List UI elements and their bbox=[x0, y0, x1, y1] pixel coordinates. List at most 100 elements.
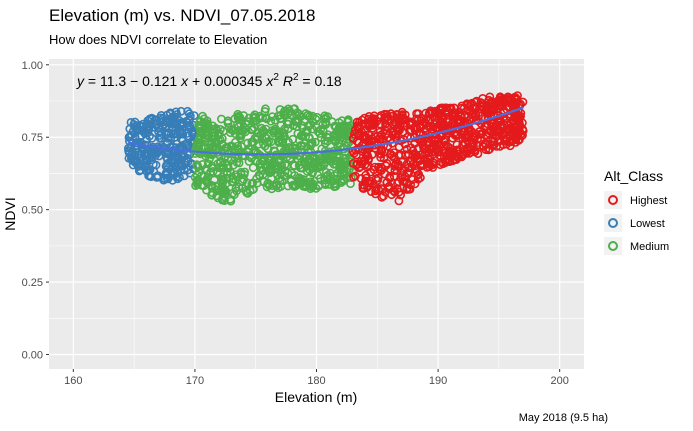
data-point bbox=[230, 144, 240, 154]
eq-coef-x: 0.121 bbox=[142, 73, 177, 89]
data-point bbox=[163, 128, 173, 137]
data-point bbox=[518, 97, 528, 107]
data-point bbox=[352, 150, 361, 160]
data-point bbox=[294, 151, 304, 161]
data-point bbox=[188, 129, 197, 139]
data-point bbox=[436, 151, 445, 161]
data-point bbox=[394, 150, 403, 160]
data-point bbox=[476, 135, 486, 145]
data-point bbox=[287, 168, 297, 178]
eq-coef-x2: 0.000345 bbox=[204, 73, 263, 89]
data-point bbox=[313, 149, 323, 159]
data-point bbox=[398, 127, 408, 137]
data-point bbox=[357, 127, 366, 137]
data-point bbox=[480, 121, 490, 131]
data-point bbox=[376, 162, 386, 172]
data-point bbox=[362, 148, 371, 158]
legend-title: Alt_Class bbox=[604, 168, 663, 184]
data-point bbox=[288, 134, 298, 144]
data-point bbox=[159, 175, 169, 185]
x-tick-label: 190 bbox=[429, 375, 447, 387]
data-point bbox=[368, 123, 378, 133]
data-point bbox=[415, 123, 425, 133]
data-point bbox=[183, 118, 193, 128]
data-point bbox=[507, 107, 517, 116]
data-point bbox=[259, 177, 269, 187]
data-point bbox=[420, 117, 430, 127]
data-point bbox=[361, 119, 370, 128]
y-axis-title: NDVI bbox=[2, 197, 18, 230]
data-point bbox=[223, 118, 233, 128]
data-point bbox=[192, 138, 202, 148]
data-point bbox=[258, 128, 268, 138]
data-point bbox=[452, 140, 462, 150]
data-point bbox=[370, 119, 380, 129]
data-point bbox=[228, 142, 237, 151]
data-point bbox=[305, 139, 315, 149]
data-point bbox=[291, 181, 301, 190]
data-point bbox=[437, 105, 447, 115]
data-point bbox=[332, 168, 342, 178]
data-point bbox=[229, 174, 238, 184]
regression-curve bbox=[127, 106, 524, 156]
data-point bbox=[247, 179, 257, 189]
data-point bbox=[270, 124, 280, 134]
x-tick-label: 180 bbox=[307, 375, 325, 387]
data-point bbox=[262, 137, 272, 147]
data-point bbox=[293, 129, 303, 138]
data-point bbox=[170, 160, 180, 170]
data-point bbox=[283, 124, 293, 134]
data-point bbox=[336, 125, 346, 135]
data-point bbox=[141, 155, 151, 165]
data-point bbox=[276, 182, 286, 191]
data-point bbox=[234, 158, 244, 168]
data-point bbox=[394, 142, 404, 152]
y-tick-label: 0.00 bbox=[22, 350, 43, 362]
data-point bbox=[348, 158, 358, 168]
data-point bbox=[207, 181, 217, 191]
y-tick-label: 0.75 bbox=[22, 132, 43, 144]
data-point bbox=[321, 180, 330, 189]
data-point bbox=[213, 167, 222, 177]
data-point bbox=[383, 133, 393, 142]
data-point bbox=[428, 163, 438, 172]
data-point bbox=[358, 180, 368, 190]
data-point bbox=[151, 119, 161, 129]
data-point bbox=[518, 130, 527, 140]
data-point bbox=[167, 122, 177, 132]
data-point bbox=[142, 119, 152, 129]
legend-marker bbox=[608, 218, 618, 228]
data-point bbox=[463, 106, 473, 115]
data-point bbox=[376, 144, 386, 154]
data-point bbox=[124, 146, 134, 156]
data-point bbox=[315, 174, 325, 183]
data-point bbox=[267, 112, 277, 122]
x-tick-label: 170 bbox=[186, 375, 204, 387]
data-point bbox=[273, 165, 283, 175]
data-point bbox=[287, 110, 297, 120]
data-point bbox=[275, 114, 285, 124]
data-point bbox=[261, 104, 270, 114]
data-point bbox=[190, 172, 200, 182]
data-point bbox=[182, 128, 192, 138]
data-point bbox=[498, 140, 508, 149]
data-point bbox=[429, 147, 439, 157]
data-point bbox=[156, 111, 166, 120]
data-point bbox=[280, 106, 290, 116]
data-point bbox=[223, 163, 233, 173]
data-point bbox=[330, 135, 340, 145]
data-point bbox=[177, 117, 187, 127]
eq-intercept: 11.3 bbox=[100, 73, 126, 89]
data-point bbox=[163, 163, 173, 173]
data-point bbox=[352, 159, 362, 169]
legend-key bbox=[604, 191, 622, 209]
data-point bbox=[147, 155, 157, 165]
data-point bbox=[406, 117, 415, 127]
data-point bbox=[307, 181, 317, 191]
data-point bbox=[370, 132, 380, 141]
data-point bbox=[134, 158, 144, 168]
data-point bbox=[248, 137, 258, 147]
data-point bbox=[309, 159, 319, 169]
data-point bbox=[333, 174, 342, 183]
data-point bbox=[157, 128, 166, 138]
